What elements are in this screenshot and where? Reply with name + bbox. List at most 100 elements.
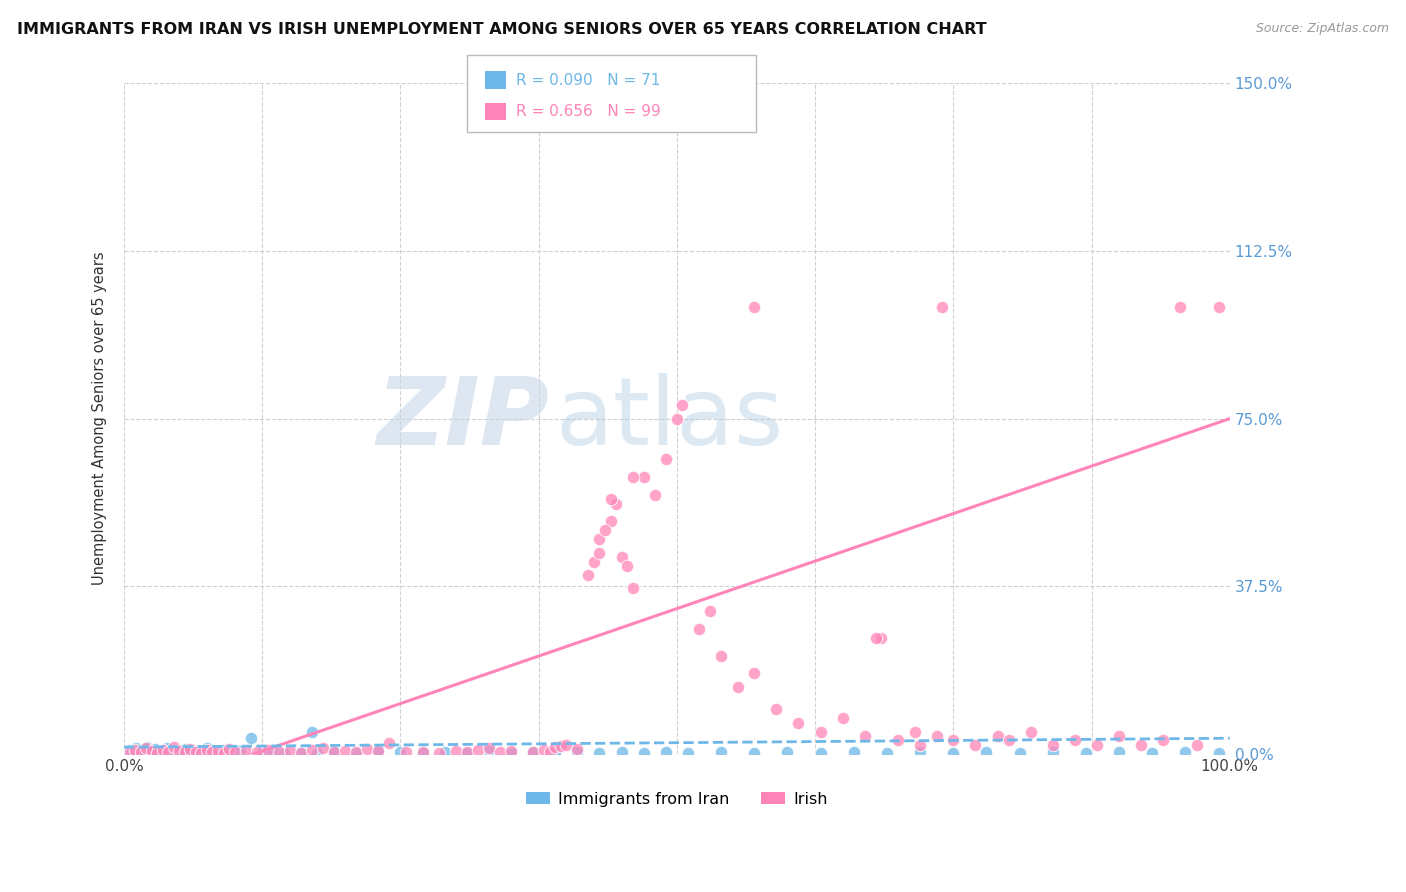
Point bbox=[412, 745, 434, 759]
Point bbox=[456, 745, 478, 759]
Point bbox=[976, 745, 998, 759]
Text: IMMIGRANTS FROM IRAN VS IRISH UNEMPLOYMENT AMONG SENIORS OVER 65 YEARS CORRELATI: IMMIGRANTS FROM IRAN VS IRISH UNEMPLOYME… bbox=[17, 22, 987, 37]
Point bbox=[610, 745, 633, 759]
Point bbox=[908, 745, 931, 759]
Point bbox=[742, 300, 765, 314]
Point bbox=[201, 745, 224, 759]
Point bbox=[908, 738, 931, 752]
Point bbox=[671, 398, 693, 412]
Point bbox=[301, 724, 323, 739]
Point bbox=[533, 743, 555, 757]
Point bbox=[344, 745, 367, 759]
Point bbox=[1085, 738, 1108, 752]
Point bbox=[965, 738, 987, 752]
Point bbox=[621, 582, 644, 596]
Point bbox=[179, 746, 201, 760]
Point bbox=[166, 746, 188, 760]
Point bbox=[842, 745, 865, 759]
Point bbox=[610, 550, 633, 565]
Point bbox=[742, 666, 765, 681]
Point bbox=[1130, 738, 1153, 752]
Text: ZIP: ZIP bbox=[377, 373, 550, 465]
Point bbox=[134, 746, 156, 760]
Point bbox=[544, 746, 567, 760]
Point bbox=[665, 411, 688, 425]
Point bbox=[163, 744, 186, 758]
Point bbox=[499, 746, 522, 760]
Point bbox=[163, 740, 186, 755]
Point bbox=[169, 744, 191, 758]
Point bbox=[124, 743, 146, 757]
Point bbox=[499, 744, 522, 758]
Point bbox=[122, 746, 145, 760]
Point bbox=[117, 746, 139, 760]
Point bbox=[149, 746, 172, 760]
Point bbox=[853, 729, 876, 743]
Point bbox=[152, 743, 174, 757]
Point bbox=[378, 736, 401, 750]
Point bbox=[925, 729, 948, 743]
Point bbox=[655, 451, 678, 466]
Point bbox=[1008, 746, 1031, 760]
Point bbox=[184, 744, 207, 758]
Point bbox=[997, 733, 1019, 747]
Point bbox=[810, 724, 832, 739]
Point bbox=[1019, 724, 1042, 739]
Point bbox=[333, 744, 356, 758]
Point bbox=[1042, 738, 1064, 752]
Point bbox=[887, 733, 910, 747]
Point bbox=[676, 746, 699, 760]
Point bbox=[522, 745, 544, 759]
Point bbox=[986, 729, 1008, 743]
Point bbox=[567, 742, 589, 756]
Point bbox=[605, 497, 627, 511]
Point bbox=[229, 744, 252, 758]
Point bbox=[367, 744, 389, 758]
Point bbox=[593, 524, 616, 538]
Point bbox=[467, 743, 489, 757]
Point bbox=[395, 745, 418, 759]
Point bbox=[931, 300, 953, 314]
Point bbox=[831, 711, 853, 725]
Point bbox=[742, 746, 765, 760]
Point bbox=[267, 745, 290, 759]
Text: Source: ZipAtlas.com: Source: ZipAtlas.com bbox=[1256, 22, 1389, 36]
Point bbox=[1174, 745, 1197, 759]
Point bbox=[1108, 729, 1130, 743]
Point bbox=[550, 739, 572, 753]
Point bbox=[567, 745, 589, 759]
Point bbox=[427, 746, 450, 760]
Point bbox=[262, 744, 284, 758]
Point bbox=[942, 733, 965, 747]
Point bbox=[170, 743, 193, 757]
Point bbox=[489, 745, 512, 759]
Point bbox=[246, 745, 269, 759]
Point bbox=[174, 742, 197, 756]
Point bbox=[141, 746, 163, 760]
Point bbox=[688, 622, 710, 636]
Point bbox=[240, 731, 263, 746]
Point bbox=[633, 469, 655, 483]
Point bbox=[290, 745, 312, 759]
Point bbox=[143, 742, 166, 756]
Point bbox=[1064, 733, 1087, 747]
Point bbox=[1074, 746, 1097, 760]
Point bbox=[218, 742, 240, 756]
Point bbox=[765, 702, 787, 716]
Point bbox=[195, 741, 218, 756]
Point bbox=[301, 743, 323, 757]
Point bbox=[876, 746, 898, 760]
Point bbox=[146, 745, 169, 759]
Point bbox=[323, 744, 346, 758]
Point bbox=[1168, 300, 1191, 314]
Point bbox=[118, 743, 141, 757]
Point bbox=[776, 745, 799, 759]
Point bbox=[810, 746, 832, 760]
Point bbox=[655, 745, 678, 759]
Point bbox=[588, 746, 610, 760]
Point bbox=[307, 746, 329, 760]
Point bbox=[212, 743, 235, 757]
Point bbox=[136, 740, 159, 755]
Point bbox=[125, 741, 148, 756]
Point bbox=[173, 745, 195, 759]
